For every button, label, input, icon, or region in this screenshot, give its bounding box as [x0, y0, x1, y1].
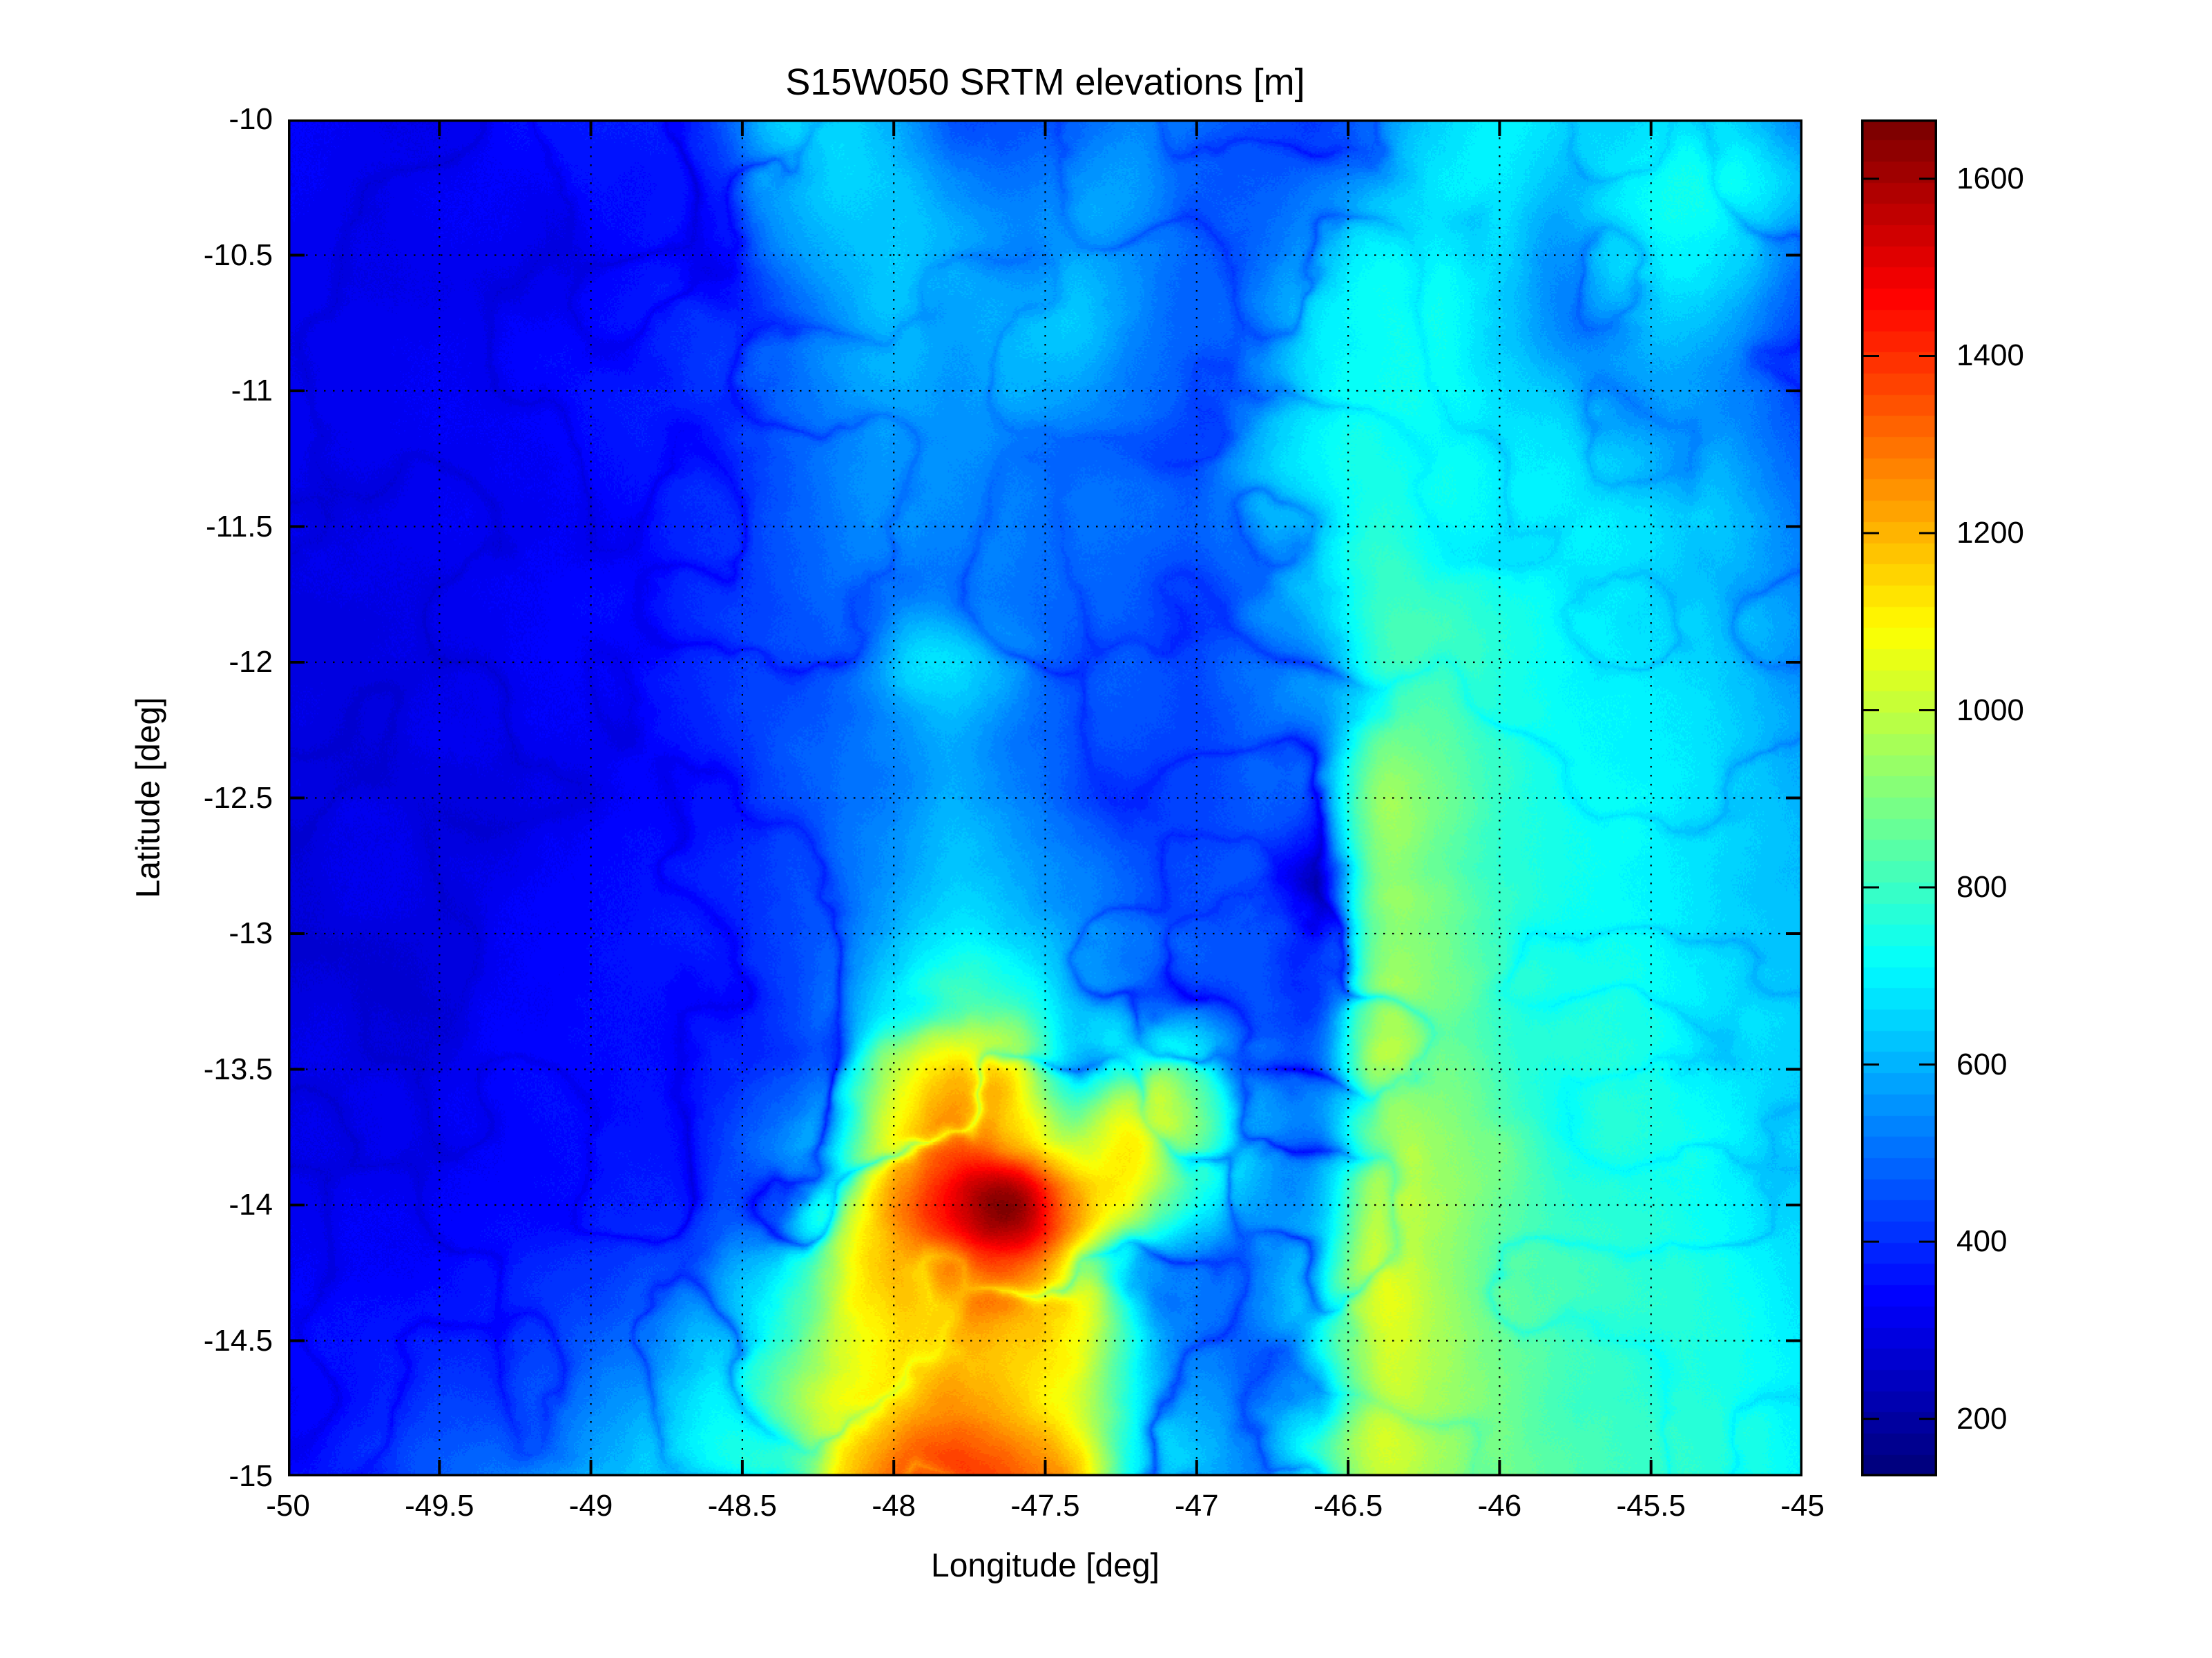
- colorbar-tick-label: 200: [1956, 1401, 2008, 1436]
- colorbar-tick-label: 600: [1956, 1047, 2008, 1081]
- y-tick-label: -10.5: [203, 238, 273, 272]
- y-tick-label: -13.5: [203, 1052, 273, 1086]
- colorbar-gradient-canvas: [1861, 119, 1937, 1476]
- y-tick-label: -15: [229, 1459, 273, 1493]
- x-tick-label: -47: [1175, 1489, 1219, 1523]
- colorbar-tick-label: 400: [1956, 1224, 2008, 1259]
- y-tick-label: -13: [229, 916, 273, 950]
- colorbar-tick-label: 1400: [1956, 338, 2024, 373]
- x-tick-label: -48.5: [707, 1489, 778, 1523]
- colorbar-tick-label: 1000: [1956, 693, 2024, 727]
- axes-frame-grid-overlay: [288, 119, 1802, 1476]
- y-tick-label: -14.5: [203, 1323, 273, 1358]
- x-tick-label: -49.5: [405, 1489, 474, 1523]
- y-tick-label: -11: [231, 374, 273, 407]
- y-tick-label: -14: [229, 1188, 273, 1222]
- x-tick-label: -50: [266, 1489, 310, 1523]
- x-tick-label: -49: [568, 1489, 613, 1523]
- y-tick-label: -12: [229, 645, 273, 679]
- x-tick-label: -46: [1477, 1489, 1522, 1523]
- y-tick-label: -11.5: [205, 509, 273, 543]
- map-plot-area: [288, 119, 1802, 1476]
- x-tick-label: -47.5: [1010, 1489, 1080, 1523]
- y-tick-label: -10: [229, 102, 273, 136]
- colorbar: [1861, 119, 1937, 1476]
- x-axis-label: Longitude [deg]: [931, 1548, 1160, 1584]
- chart-title: S15W050 SRTM elevations [m]: [785, 61, 1305, 103]
- x-tick-label: -46.5: [1313, 1489, 1383, 1523]
- colorbar-tick-label: 800: [1956, 870, 2008, 905]
- x-tick-label: -45.5: [1616, 1489, 1686, 1523]
- x-tick-label: -48: [872, 1489, 916, 1523]
- x-tick-label: -45: [1780, 1489, 1825, 1523]
- colorbar-tick-label: 1600: [1956, 161, 2024, 195]
- colorbar-tick-label: 1200: [1956, 515, 2024, 550]
- y-tick-label: -12.5: [203, 780, 273, 815]
- colorbar-frame-overlay: [1861, 119, 1937, 1476]
